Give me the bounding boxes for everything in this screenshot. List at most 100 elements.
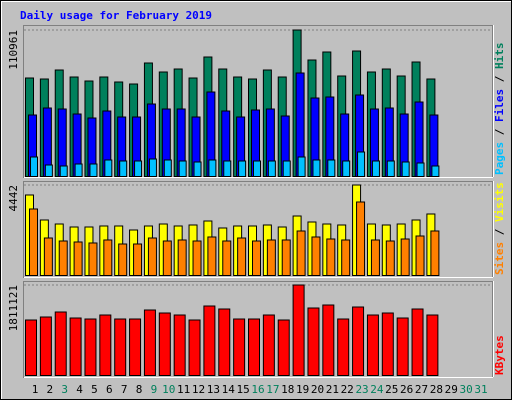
bar: [297, 156, 306, 177]
bar: [281, 239, 291, 276]
bar: [337, 318, 350, 376]
bar: [59, 165, 68, 178]
x-tick-label: 12: [192, 383, 205, 396]
bar: [370, 239, 380, 276]
bar: [44, 164, 53, 177]
x-tick-label: 13: [207, 383, 220, 396]
legend-entry: Hits: [493, 43, 506, 70]
bar: [203, 305, 216, 376]
x-tick-label: 26: [400, 383, 413, 396]
bar: [89, 163, 98, 177]
legend-separator: /: [493, 69, 506, 89]
bar: [147, 237, 157, 277]
x-tick-label: 9: [151, 383, 158, 396]
bar: [25, 319, 37, 376]
x-tick-label: 20: [311, 383, 324, 396]
x-tick-label: 10: [162, 383, 175, 396]
x-tick-label: 3: [61, 383, 68, 396]
bar: [119, 160, 128, 178]
x-tick-label: 29: [445, 383, 458, 396]
bar: [253, 160, 261, 178]
bar: [69, 317, 82, 377]
bar: [173, 314, 186, 377]
bar: [54, 311, 67, 377]
x-tick-label: 6: [106, 383, 113, 396]
bar: [381, 312, 394, 376]
bar: [426, 314, 439, 377]
x-tick-label: 15: [237, 383, 250, 396]
bar: [430, 230, 440, 276]
bar: [58, 240, 68, 276]
bar: [307, 307, 320, 377]
bar: [248, 318, 260, 376]
bar: [326, 238, 336, 276]
x-tick-label: 27: [415, 383, 428, 396]
x-tick-label: 19: [296, 383, 309, 396]
bar: [396, 317, 409, 377]
bar: [352, 306, 365, 376]
x-tick-label: 14: [222, 383, 236, 396]
x-tick-label: 31: [474, 383, 487, 396]
legend: KBytes: [493, 335, 506, 375]
x-tick-label: 7: [121, 383, 128, 396]
bar: [401, 161, 410, 177]
bar: [208, 159, 217, 177]
bar: [282, 160, 291, 178]
bar: [207, 236, 217, 277]
y-tick-label: 4442: [7, 185, 20, 212]
bar: [74, 163, 83, 177]
bar: [177, 239, 187, 276]
y-tick-label: 1811121: [7, 285, 20, 331]
bar: [84, 318, 97, 376]
bar: [188, 319, 201, 376]
bar: [192, 240, 202, 276]
bar: [114, 318, 127, 376]
bar: [29, 208, 38, 276]
bar: [218, 308, 231, 376]
legend-entry: Visits: [493, 182, 506, 222]
bar: [148, 158, 157, 177]
y-tick-label: 110961: [7, 30, 20, 70]
x-tick-label: 21: [326, 383, 339, 396]
bar: [292, 284, 305, 376]
bar: [411, 308, 424, 376]
bar: [30, 156, 38, 177]
legend-entry: Sites: [493, 242, 506, 275]
bar: [118, 243, 128, 277]
x-tick-label: 11: [177, 383, 190, 396]
bar: [296, 230, 306, 276]
x-tick-label: 17: [266, 383, 279, 396]
bar: [356, 201, 366, 276]
legend-separator: /: [493, 222, 506, 242]
bar: [322, 304, 335, 377]
bar: [163, 159, 172, 177]
bar: [223, 160, 232, 178]
legend-entry: Pages: [493, 142, 506, 175]
bar: [357, 151, 366, 177]
bar: [416, 162, 425, 178]
bar: [386, 160, 395, 178]
bar: [366, 314, 379, 377]
bar: [400, 238, 410, 276]
x-tick-label: 1: [32, 383, 39, 396]
x-tick-label: 22: [341, 383, 354, 396]
bar: [104, 159, 113, 177]
bar: [431, 165, 440, 178]
bar: [103, 239, 113, 276]
bar: [39, 316, 52, 376]
bar: [262, 314, 275, 377]
bar: [342, 160, 351, 178]
bar: [327, 159, 336, 177]
bar: [129, 318, 142, 376]
bar: [415, 235, 425, 276]
bar: [73, 241, 83, 276]
legend-separator: /: [493, 122, 506, 142]
bar: [133, 243, 143, 277]
bar: [99, 314, 112, 377]
x-tick-label: 16: [251, 383, 264, 396]
legend: Pages / Files / Hits: [493, 43, 506, 176]
bar: [252, 240, 261, 276]
bar: [158, 312, 171, 376]
bar: [341, 239, 351, 276]
legend: Sites / Visits: [493, 182, 506, 275]
